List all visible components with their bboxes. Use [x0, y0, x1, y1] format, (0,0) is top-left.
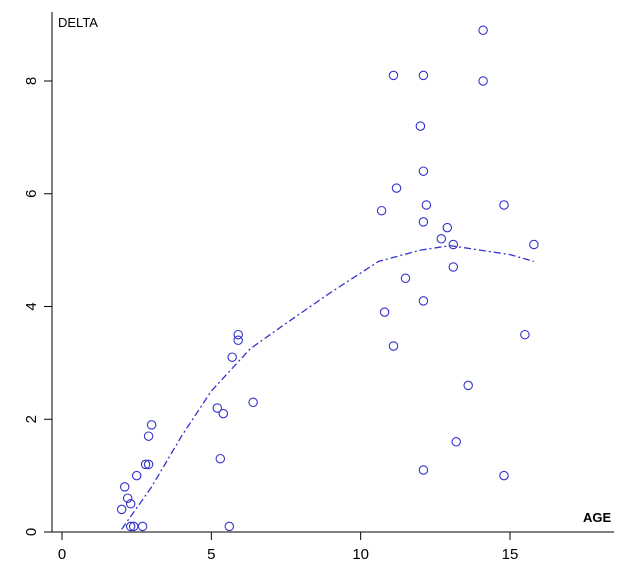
data-point: [215, 453, 226, 464]
data-point: [212, 403, 223, 413]
data-point: [520, 329, 530, 340]
data-point: [499, 470, 509, 481]
data-point: [388, 341, 399, 351]
data-point: [451, 437, 461, 447]
data-point: [388, 70, 399, 81]
data-point: [122, 493, 133, 503]
data-point: [233, 329, 243, 340]
data-point: [376, 205, 387, 216]
y-tick-label: 4: [23, 302, 40, 310]
data-point: [143, 459, 154, 470]
data-point: [478, 25, 488, 36]
data-point: [116, 504, 127, 515]
data-point: [379, 307, 390, 317]
data-point: [391, 183, 402, 193]
x-tick-label: 10: [352, 546, 369, 563]
data-point: [436, 234, 447, 244]
data-point: [218, 408, 229, 419]
data-point: [418, 296, 429, 306]
data-point: [499, 200, 509, 210]
data-point: [418, 465, 429, 475]
data-point: [478, 76, 488, 86]
y-tick-label: 8: [23, 77, 40, 85]
data-point: [418, 70, 429, 81]
data-point: [421, 200, 432, 210]
data-point: [415, 121, 426, 131]
y-tick-label: 0: [23, 528, 40, 536]
data-point: [418, 166, 429, 176]
data-point: [529, 239, 539, 250]
data-point: [442, 222, 453, 233]
y-axis-title: DELTA: [58, 15, 98, 30]
y-tick-label: 2: [23, 415, 40, 423]
data-point: [418, 217, 429, 227]
smooth-trend-line: [121, 244, 535, 530]
data-point: [140, 459, 151, 470]
data-point: [227, 352, 237, 362]
data-point: [146, 420, 157, 430]
data-point: [400, 273, 411, 284]
data-point: [448, 239, 459, 250]
data-point: [125, 521, 136, 532]
data-point: [137, 521, 148, 532]
data-point: [463, 380, 473, 391]
y-tick-label: 6: [23, 190, 40, 198]
x-axis-title: AGE: [583, 510, 612, 525]
x-tick-label: 0: [58, 546, 66, 563]
data-point: [143, 431, 154, 441]
data-point: [119, 482, 130, 492]
data-point: [448, 262, 459, 272]
x-tick-label: 15: [502, 546, 519, 563]
plot-area: 0 5 10 15 0 2 4 6 8: [23, 12, 614, 563]
x-tick-label: 5: [207, 546, 215, 563]
data-point: [131, 470, 142, 481]
data-point: [248, 397, 258, 408]
data-point: [224, 521, 235, 532]
data-point: [125, 499, 136, 509]
data-point: [233, 335, 243, 346]
